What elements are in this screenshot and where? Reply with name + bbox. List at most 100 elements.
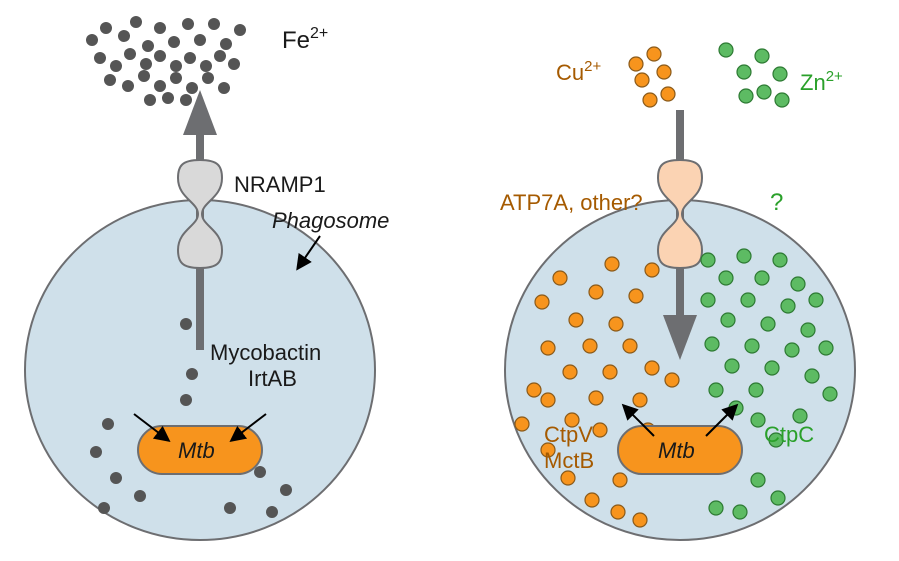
atp7a-label: ATP7A, other? [500,190,643,215]
fe2-label-text: Fe [282,27,310,54]
ion-dot [218,82,230,94]
ion-dot [633,393,647,407]
phagosome-label: Phagosome [272,208,389,233]
ion-dot [162,92,174,104]
ion-dot [541,341,555,355]
ion-dot [224,502,236,514]
ion-dot [793,409,807,423]
ion-dot [553,271,567,285]
ion-dot [589,285,603,299]
ion-dot [665,373,679,387]
ion-dot [180,394,192,406]
ion-dot [729,401,743,415]
ion-dot [721,313,735,327]
ion-dot [823,387,837,401]
ion-dot [751,473,765,487]
unknown-transporter-label: ? [770,189,783,216]
ion-dot [623,339,637,353]
ion-dot [180,318,192,330]
ion-dot [609,317,623,331]
ion-dot [761,317,775,331]
zn2-label-sup: 2+ [826,68,843,85]
ion-dot [775,93,789,107]
ion-dot [585,493,599,507]
ion-dot [701,253,715,267]
ion-dot [645,263,659,277]
mycobactin-label-l1: Mycobactin [210,340,321,365]
ion-dot [138,70,150,82]
ion-dot [184,52,196,64]
zn2-label: Zn2+ [800,68,843,95]
ion-dot [110,472,122,484]
ion-dot [170,72,182,84]
ion-dot [118,30,130,42]
right-mtb-label: Mtb [658,438,695,463]
ion-dot [603,365,617,379]
ion-dot [725,359,739,373]
ion-dot [611,505,625,519]
ion-dot [805,369,819,383]
ion-dot [100,22,112,34]
ion-dot [749,383,763,397]
cu2-label-text: Cu [556,60,584,85]
ion-dot [643,93,657,107]
ctpv-label-l2: MctB [544,448,594,473]
ion-dot [186,82,198,94]
ion-dot [657,65,671,79]
ion-dot [535,295,549,309]
ion-dot [709,501,723,515]
ion-dot [561,471,575,485]
ion-dot [755,271,769,285]
ion-dot [541,393,555,407]
ion-dot [130,16,142,28]
ion-dot [94,52,106,64]
ion-dot [563,365,577,379]
ion-dot [709,383,723,397]
ion-dot [142,40,154,52]
cu2-label-sup: 2+ [584,58,601,75]
ion-dot [737,65,751,79]
ion-dot [705,337,719,351]
ion-dot [186,368,198,380]
ion-dot [629,57,643,71]
ion-dot [134,490,146,502]
left-panel: Fe2+ NRAMP1 Phagosome Mycobactin IrtAB M… [25,16,389,540]
right-panel: Cu2+ Zn2+ ATP7A, other? ? Mtb CtpV MctB … [500,43,855,540]
ion-dot [254,466,266,478]
ion-dot [785,343,799,357]
ion-dot [102,418,114,430]
cu2-label: Cu2+ [556,58,601,85]
ion-dot [154,22,166,34]
ctpv-mctb-label: CtpV MctB [544,422,599,473]
ion-dot [104,74,116,86]
ion-dot [647,47,661,61]
ion-dot [202,72,214,84]
ion-dot [605,257,619,271]
ion-dot [208,18,220,30]
ion-dot [220,38,232,50]
ion-dot [98,502,110,514]
ion-dot [144,94,156,106]
nramp1-label: NRAMP1 [234,172,326,197]
ion-dot [122,80,134,92]
ion-dot [90,446,102,458]
ion-dot [809,293,823,307]
ion-dot [200,60,212,72]
ion-dot [719,271,733,285]
ion-dot [741,293,755,307]
ion-dot [613,473,627,487]
ion-dot [633,513,647,527]
ion-dot [527,383,541,397]
ion-dot [569,313,583,327]
ion-dot [154,80,166,92]
ion-dot [589,391,603,405]
ion-dot [170,60,182,72]
ion-dot [124,48,136,60]
ion-dot [819,341,833,355]
ion-dot [140,58,152,70]
ion-dot [280,484,292,496]
left-mtb-label: Mtb [178,438,215,463]
ion-dot [733,505,747,519]
ion-dot [661,87,675,101]
ion-dot [182,18,194,30]
